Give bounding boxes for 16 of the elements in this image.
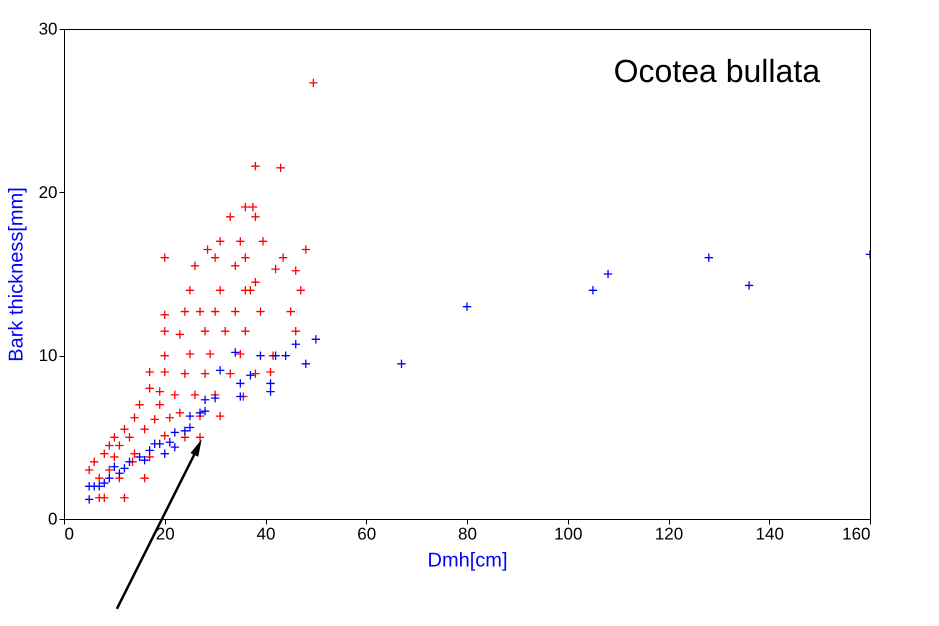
y-tick-label: 10 bbox=[38, 346, 58, 366]
x-tick-label: 140 bbox=[756, 524, 784, 544]
x-tick-label: 40 bbox=[256, 524, 276, 544]
x-tick-label: 0 bbox=[64, 524, 74, 544]
y-tick-label: 0 bbox=[48, 510, 58, 528]
y-tick-label: 30 bbox=[38, 20, 58, 38]
x-tick-label: 20 bbox=[156, 524, 175, 544]
y-tick-label: 20 bbox=[38, 182, 58, 202]
x-tick-label: 80 bbox=[458, 524, 477, 544]
x-tick-label: 120 bbox=[654, 524, 684, 544]
y-axis-title: Bark thickness[mm] bbox=[6, 187, 28, 362]
x-tick-label: 60 bbox=[357, 524, 376, 544]
text: Ocotea bullata bbox=[614, 53, 820, 89]
x-tick-label: 100 bbox=[554, 524, 582, 544]
x-tick-label: 160 bbox=[842, 524, 870, 544]
x-axis-title: Dmh[cm] bbox=[428, 550, 508, 572]
